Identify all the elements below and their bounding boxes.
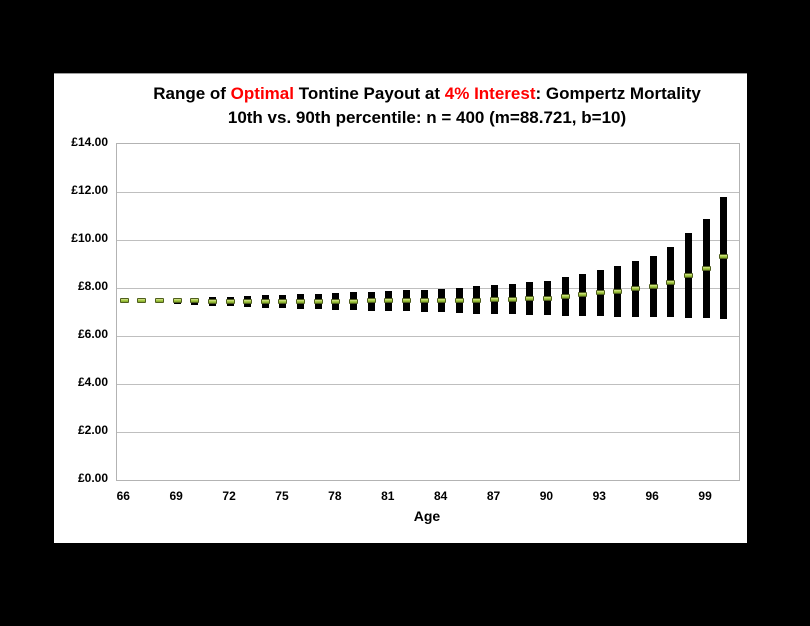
mid-marker <box>190 298 200 304</box>
x-tick-label: 93 <box>592 489 606 503</box>
mid-marker <box>701 265 711 271</box>
mid-marker <box>366 298 376 304</box>
y-tick-label: £10.00 <box>71 231 108 245</box>
chart-title: Range of Optimal Tontine Payout at 4% In… <box>116 82 738 130</box>
x-tick-label: 72 <box>222 489 236 503</box>
mid-marker <box>525 296 535 302</box>
chart-title-line2: 10th vs. 90th percentile: n = 400 (m=88.… <box>227 108 627 127</box>
mid-marker <box>225 298 235 304</box>
mid-marker <box>296 298 306 304</box>
x-axis-title: Age <box>413 508 441 524</box>
title-segment-red: Optimal <box>230 84 294 103</box>
x-tick-label: 69 <box>169 489 183 503</box>
mid-marker <box>683 272 693 278</box>
y-tick-label: £0.00 <box>77 471 108 485</box>
x-tick-label: 84 <box>433 489 448 503</box>
mid-marker <box>490 297 500 303</box>
mid-marker <box>631 286 641 292</box>
y-tick-label: £8.00 <box>77 279 108 293</box>
mid-marker <box>437 297 447 303</box>
gridline <box>117 432 739 433</box>
x-tick-label: 99 <box>698 489 712 503</box>
mid-marker <box>119 297 129 303</box>
mid-marker <box>172 298 182 304</box>
mid-marker <box>260 298 270 304</box>
chart-title-line1: Range of Optimal Tontine Payout at 4% In… <box>116 82 738 106</box>
gridline <box>117 192 739 193</box>
x-tick-label: 81 <box>381 489 395 503</box>
title-segment: Tontine Payout at <box>293 84 445 103</box>
y-tick-label: £2.00 <box>77 423 108 437</box>
mid-marker <box>507 296 517 302</box>
y-tick-label: £14.00 <box>71 135 108 149</box>
chart-panel: Range of Optimal Tontine Payout at 4% In… <box>54 73 747 543</box>
mid-marker <box>578 292 588 298</box>
mid-marker <box>560 293 570 299</box>
y-tick-label: £4.00 <box>77 375 108 389</box>
mid-marker <box>207 298 217 304</box>
mid-marker <box>155 298 165 304</box>
gridline <box>117 240 739 241</box>
x-tick-label: 66 <box>116 489 130 503</box>
title-segment: Range of <box>153 84 231 103</box>
mid-marker <box>719 254 729 260</box>
gridline <box>117 384 739 385</box>
mid-marker <box>278 298 288 304</box>
mid-marker <box>542 295 552 301</box>
plot-area <box>116 143 740 481</box>
x-tick-label: 96 <box>645 489 659 503</box>
mid-marker <box>613 288 623 294</box>
mid-marker <box>454 297 464 303</box>
title-segment-red: 4% Interest <box>444 84 536 103</box>
title-segment: : Gompertz Mortality <box>535 84 701 103</box>
mid-marker <box>648 284 658 290</box>
mid-marker <box>595 290 605 296</box>
mid-marker <box>384 298 394 304</box>
mid-marker <box>137 298 147 304</box>
x-tick-label: 75 <box>275 489 289 503</box>
x-tick-label: 87 <box>486 489 501 503</box>
gridline <box>117 336 739 337</box>
mid-marker <box>419 298 429 304</box>
y-tick-label: £6.00 <box>77 327 108 341</box>
mid-marker <box>472 297 482 303</box>
gridline <box>117 288 739 289</box>
y-tick-label: £12.00 <box>71 183 108 197</box>
mid-marker <box>243 298 253 304</box>
mid-marker <box>331 298 341 304</box>
mid-marker <box>348 298 358 304</box>
x-tick-label: 90 <box>539 489 554 503</box>
x-tick-label: 78 <box>328 489 342 503</box>
mid-marker <box>666 279 676 285</box>
mid-marker <box>401 298 411 304</box>
mid-marker <box>313 298 323 304</box>
